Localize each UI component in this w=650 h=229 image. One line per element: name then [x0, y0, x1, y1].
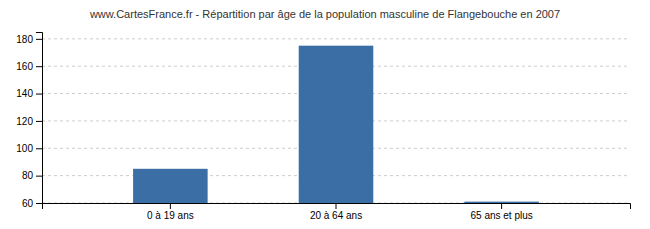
- y-tick-mark: [36, 94, 42, 95]
- grid: [42, 39, 630, 203]
- y-tick: 60: [22, 198, 42, 209]
- bars: [133, 46, 539, 203]
- y-tick: 180: [16, 34, 42, 45]
- y-tick-label: 160: [16, 61, 33, 72]
- y-tick-mark: [36, 39, 42, 40]
- x-tick-mark: [501, 203, 502, 209]
- plot: 60 80 100 120 140 160 180 0 à 19 ans 20 à 64 ans…: [16, 33, 630, 222]
- y-tick-mark: [36, 203, 42, 204]
- y-tick: 140: [16, 88, 42, 99]
- bar: [464, 202, 539, 203]
- x-tick-mark: [170, 203, 171, 209]
- y-tick-label: 80: [22, 170, 34, 181]
- y-axis: 60 80 100 120 140 160 180: [16, 33, 42, 209]
- y-tick-label: 100: [16, 143, 33, 154]
- y-axis-line: [36, 33, 43, 204]
- x-axis-line: [43, 204, 631, 210]
- x-axis: 0 à 19 ans 20 à 64 ans 65 ans et plus: [43, 203, 631, 221]
- x-tick-label: 20 à 64 ans: [310, 210, 362, 221]
- y-tick: 80: [22, 170, 42, 181]
- y-tick-mark: [36, 176, 42, 177]
- y-tick-mark: [36, 148, 42, 149]
- chart: www.CartesFrance.fr - Répartition par âg…: [0, 0, 650, 229]
- title: www.CartesFrance.fr - Répartition par âg…: [89, 8, 560, 20]
- y-tick-label: 60: [22, 198, 34, 209]
- x-tick: 0 à 19 ans: [147, 203, 194, 221]
- grid-line: [42, 38, 630, 39]
- x-tick-label: 0 à 19 ans: [147, 210, 194, 221]
- bar: [299, 46, 374, 203]
- y-tick-label: 120: [16, 116, 33, 127]
- x-tick: 65 ans et plus: [471, 203, 533, 221]
- x-tick-mark: [336, 203, 337, 209]
- y-tick-label: 140: [16, 88, 33, 99]
- x-tick-label: 65 ans et plus: [471, 210, 533, 221]
- y-tick: 120: [16, 116, 42, 127]
- x-tick: 20 à 64 ans: [310, 203, 362, 221]
- bar: [133, 169, 208, 203]
- y-tick-mark: [36, 66, 42, 67]
- y-tick-label: 180: [16, 34, 33, 45]
- y-tick-mark: [36, 121, 42, 122]
- y-tick: 100: [16, 143, 42, 154]
- y-tick: 160: [16, 61, 42, 72]
